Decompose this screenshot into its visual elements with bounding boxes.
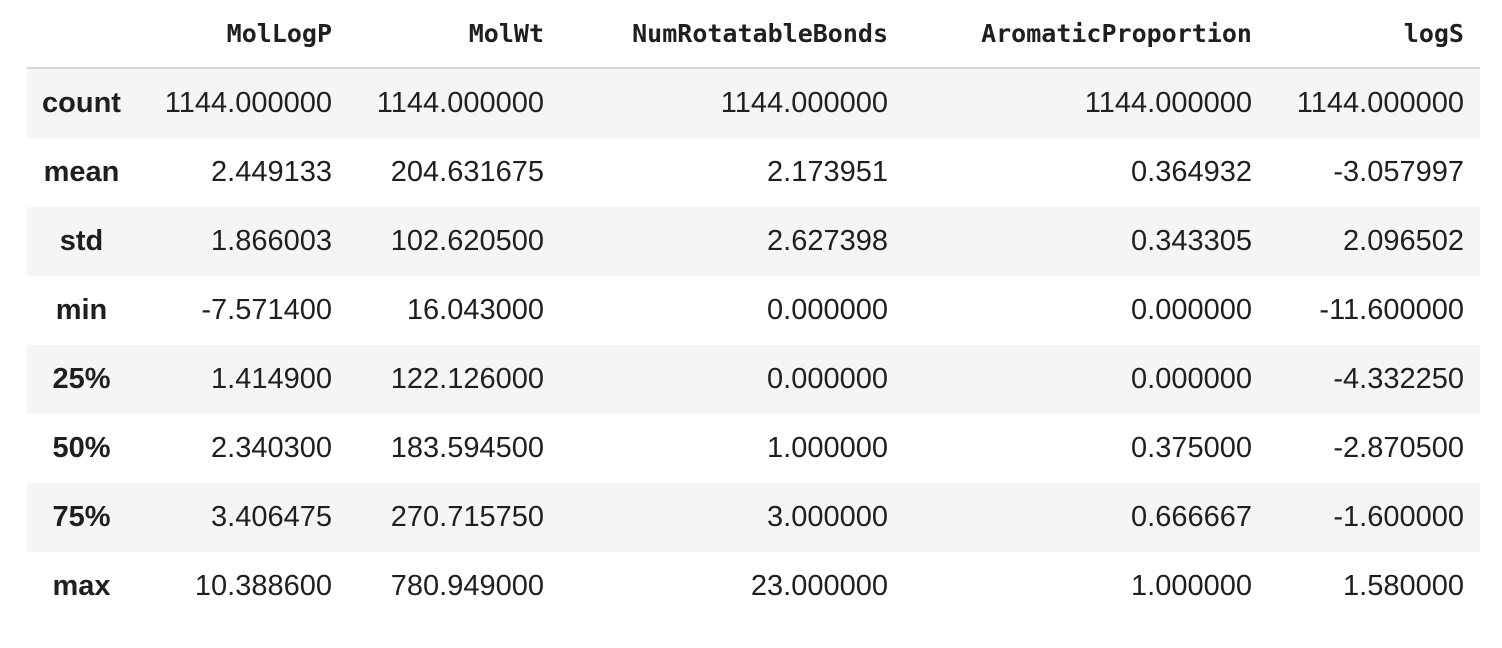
- table-cell: 0.364932: [1131, 156, 1252, 188]
- table-cell: -2.870500: [1333, 432, 1464, 464]
- table-cell: -1.600000: [1333, 501, 1464, 533]
- row-label: min: [55, 294, 108, 326]
- table-cell: 0.375000: [1131, 432, 1252, 464]
- table-cell: 0.000000: [1131, 294, 1252, 326]
- index-header: [27, 0, 136, 69]
- header-row: MolLogP MolWt NumRotatableBonds Aromatic…: [27, 0, 1480, 69]
- table-cell: 204.631675: [390, 156, 544, 188]
- table-cell: 1144.000000: [1296, 87, 1464, 119]
- table-cell: 1144.000000: [376, 87, 544, 119]
- table-row: count 1144.000000 1144.000000 1144.00000…: [27, 68, 1480, 138]
- table-header: MolLogP MolWt NumRotatableBonds Aromatic…: [27, 0, 1480, 69]
- column-header: NumRotatableBonds: [560, 0, 904, 69]
- describe-table: MolLogP MolWt NumRotatableBonds Aromatic…: [27, 0, 1480, 621]
- row-label: 50%: [52, 432, 111, 464]
- table-body: count 1144.000000 1144.000000 1144.00000…: [27, 68, 1480, 621]
- table-cell: 0.666667: [1131, 501, 1252, 533]
- table-row: 25% 1.414900 122.126000 0.000000 0.00000…: [27, 345, 1480, 414]
- row-label: 25%: [52, 363, 111, 395]
- table-cell: 1.414900: [211, 363, 332, 395]
- table-row: max 10.388600 780.949000 23.000000 1.000…: [27, 552, 1480, 621]
- table-cell: 3.406475: [211, 501, 332, 533]
- table-cell: 3.000000: [767, 501, 888, 533]
- table-cell: 0.000000: [767, 294, 888, 326]
- table-cell: -7.571400: [201, 294, 332, 326]
- column-header: MolWt: [348, 0, 560, 69]
- table-cell: -3.057997: [1333, 156, 1464, 188]
- table-cell: 1144.000000: [164, 87, 332, 119]
- table-cell: 0.000000: [1131, 363, 1252, 395]
- table-cell: 1144.000000: [1084, 87, 1252, 119]
- column-header: logS: [1268, 0, 1480, 69]
- table-cell: 16.043000: [406, 294, 544, 326]
- table-cell: 1.000000: [767, 432, 888, 464]
- row-label: std: [59, 225, 104, 257]
- table-cell: 1.580000: [1343, 570, 1464, 602]
- table-row: min -7.571400 16.043000 0.000000 0.00000…: [27, 276, 1480, 345]
- table-cell: 102.620500: [390, 225, 544, 257]
- table-cell: 122.126000: [390, 363, 544, 395]
- table-cell: 270.715750: [390, 501, 544, 533]
- table-cell: 10.388600: [194, 570, 332, 602]
- table-cell: 2.096502: [1343, 225, 1464, 257]
- table-cell: 1144.000000: [720, 87, 888, 119]
- table-row: std 1.866003 102.620500 2.627398 0.34330…: [27, 207, 1480, 276]
- table-cell: 2.449133: [211, 156, 332, 188]
- table-cell: 0.000000: [767, 363, 888, 395]
- table-row: mean 2.449133 204.631675 2.173951 0.3649…: [27, 138, 1480, 207]
- table-cell: 2.627398: [767, 225, 888, 257]
- table-cell: 183.594500: [390, 432, 544, 464]
- row-label: mean: [43, 156, 120, 188]
- column-header: MolLogP: [136, 0, 348, 69]
- table-cell: 1.000000: [1131, 570, 1252, 602]
- table-cell: -4.332250: [1333, 363, 1464, 395]
- table-cell: 1.866003: [211, 225, 332, 257]
- table-cell: -11.600000: [1319, 294, 1464, 326]
- column-header: AromaticProportion: [904, 0, 1268, 69]
- row-label: count: [42, 87, 121, 119]
- table-cell: 780.949000: [390, 570, 544, 602]
- describe-table-container: MolLogP MolWt NumRotatableBonds Aromatic…: [27, 0, 1480, 621]
- table-cell: 0.343305: [1131, 225, 1252, 257]
- row-label: 75%: [52, 501, 111, 533]
- table-row: 50% 2.340300 183.594500 1.000000 0.37500…: [27, 414, 1480, 483]
- table-cell: 2.340300: [211, 432, 332, 464]
- row-label: max: [52, 570, 111, 602]
- table-cell: 23.000000: [750, 570, 888, 602]
- table-row: 75% 3.406475 270.715750 3.000000 0.66666…: [27, 483, 1480, 552]
- table-cell: 2.173951: [767, 156, 888, 188]
